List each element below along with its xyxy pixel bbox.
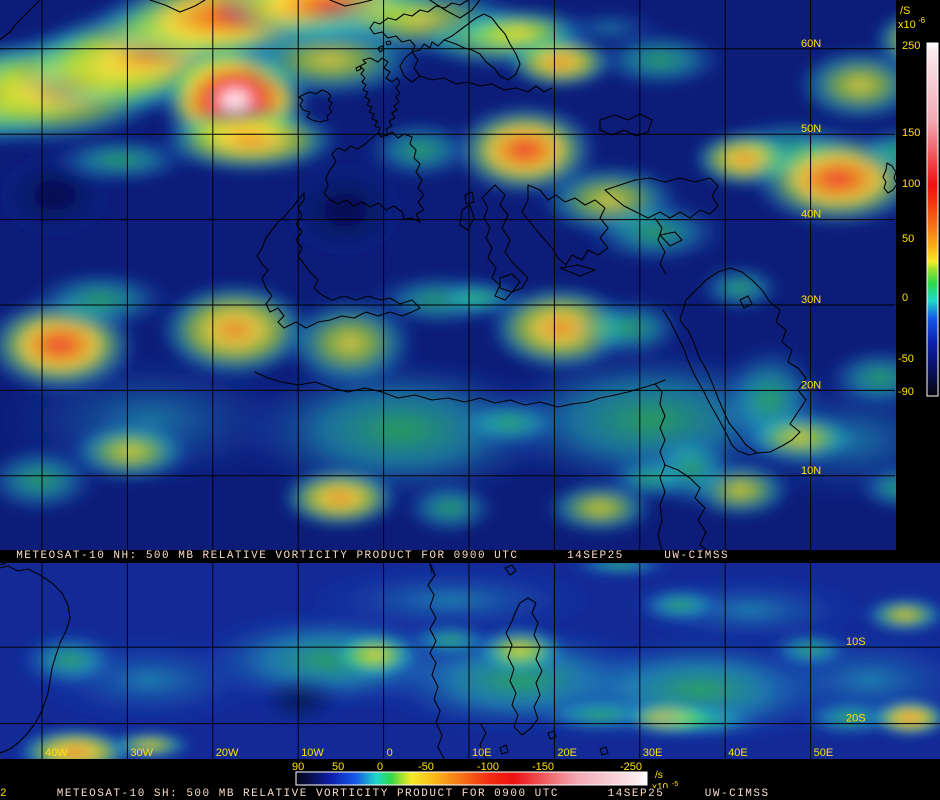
svg-text:-50: -50 xyxy=(418,761,434,773)
svg-text:-5: -5 xyxy=(672,781,678,788)
svg-text:-150: -150 xyxy=(532,761,554,773)
svg-text:10S: 10S xyxy=(846,636,866,648)
svg-text:20W: 20W xyxy=(216,747,239,759)
svg-text:90: 90 xyxy=(292,761,304,773)
svg-text:/s: /s xyxy=(655,770,663,781)
svg-text:30W: 30W xyxy=(130,747,153,759)
svg-text:20E: 20E xyxy=(557,747,577,759)
svg-text:10N: 10N xyxy=(801,465,821,477)
svg-text:-250: -250 xyxy=(620,761,642,773)
svg-text:30E: 30E xyxy=(643,747,663,759)
svg-text:x10: x10 xyxy=(898,19,916,31)
svg-text:10W: 10W xyxy=(301,747,324,759)
svg-text:20S: 20S xyxy=(846,713,866,725)
svg-text:0: 0 xyxy=(902,292,908,304)
svg-text:50E: 50E xyxy=(814,747,834,759)
svg-text:40W: 40W xyxy=(45,747,68,759)
svg-text:40N: 40N xyxy=(801,209,821,221)
svg-text:0: 0 xyxy=(377,761,383,773)
svg-text:30N: 30N xyxy=(801,294,821,306)
svg-text:20N: 20N xyxy=(801,379,821,391)
svg-text:40E: 40E xyxy=(728,747,748,759)
svg-text:100: 100 xyxy=(902,178,920,190)
svg-text:150: 150 xyxy=(902,127,920,139)
svg-text:50N: 50N xyxy=(801,123,821,135)
svg-text:-90: -90 xyxy=(898,386,914,398)
svg-text:-6: -6 xyxy=(918,16,926,25)
svg-text:60N: 60N xyxy=(801,38,821,50)
svg-text:-50: -50 xyxy=(898,353,914,365)
svg-text:0: 0 xyxy=(387,747,393,759)
svg-text:50: 50 xyxy=(332,761,344,773)
svg-text:-100: -100 xyxy=(477,761,499,773)
svg-text:/S: /S xyxy=(900,5,910,17)
svg-text:10E: 10E xyxy=(472,747,492,759)
svg-text:250: 250 xyxy=(902,40,920,52)
svg-text:50: 50 xyxy=(902,233,914,245)
